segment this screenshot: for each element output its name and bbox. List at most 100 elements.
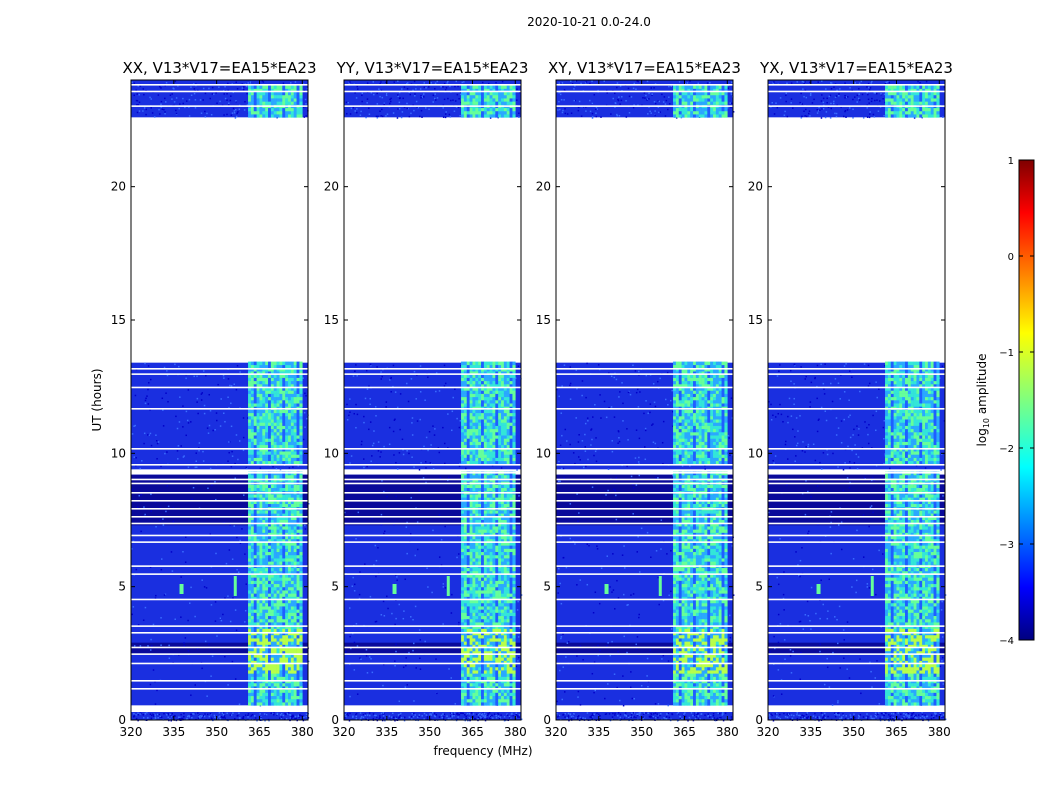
band-pixel (250, 460, 255, 465)
band-pixel (270, 554, 275, 559)
band-pixel (270, 609, 275, 613)
band-pixel (276, 516, 280, 521)
band-pixel (293, 384, 297, 388)
y-tick-label: 0 (118, 713, 126, 727)
noise-pixel (302, 377, 305, 379)
band-pixel (285, 484, 289, 489)
band-pixel (285, 577, 289, 581)
band-pixel (293, 558, 297, 562)
band-pixel (288, 551, 292, 556)
band-pixel (273, 88, 277, 93)
band-pixel (268, 583, 272, 588)
band-pixel (478, 641, 482, 645)
band-pixel (299, 387, 303, 391)
band-pixel (253, 558, 257, 562)
band-pixel (293, 371, 297, 375)
band-pixel (279, 416, 283, 420)
band-pixel (461, 558, 465, 562)
band-pixel (250, 660, 255, 665)
band-pixel (262, 609, 266, 613)
band-pixel (248, 393, 252, 398)
band-pixel (466, 625, 470, 629)
band-pixel (268, 519, 272, 524)
band-pixel (273, 551, 277, 556)
band-pixel (250, 387, 255, 391)
band-pixel (273, 647, 277, 652)
band-pixel (288, 101, 292, 105)
noise-pixel (364, 563, 366, 565)
noise-pixel (518, 495, 520, 497)
band-pixel (288, 561, 292, 565)
noise-pixel (444, 525, 446, 528)
band-pixel (279, 361, 283, 366)
noise-pixel (224, 97, 227, 100)
noise-pixel (166, 370, 168, 372)
noise-pixel (421, 116, 423, 118)
noise-pixel (219, 717, 221, 720)
band-pixel (469, 702, 473, 706)
band-pixel (478, 574, 482, 578)
noise-pixel (154, 500, 157, 503)
noise-pixel (232, 712, 234, 714)
band-pixel (279, 593, 283, 597)
band-pixel (268, 532, 272, 537)
band-pixel (248, 114, 252, 118)
band-pixel (483, 692, 488, 697)
band-pixel (268, 428, 272, 433)
noise-pixel (395, 643, 397, 646)
band-pixel (463, 516, 468, 521)
band-pixel (461, 487, 465, 492)
band-pixel (273, 657, 277, 661)
band-pixel (285, 85, 289, 89)
band-pixel (256, 673, 260, 677)
noise-pixel (516, 88, 518, 90)
band-pixel (481, 510, 485, 514)
band-pixel (483, 673, 488, 677)
band-pixel (256, 371, 260, 375)
band-pixel (288, 374, 292, 378)
band-pixel (262, 551, 266, 556)
band-pixel (276, 577, 280, 581)
band-pixel (472, 522, 476, 527)
noise-pixel (146, 395, 148, 397)
band-pixel (483, 516, 488, 521)
band-pixel (268, 451, 272, 455)
band-pixel (285, 529, 289, 533)
band-pixel (466, 596, 470, 601)
band-pixel (259, 387, 263, 391)
band-pixel (279, 657, 283, 661)
band-pixel (259, 451, 263, 455)
band-pixel (276, 380, 280, 385)
noise-pixel (172, 506, 175, 509)
band-pixel (250, 673, 255, 677)
band-pixel (486, 474, 490, 479)
noise-pixel (371, 671, 374, 674)
noise-pixel (234, 462, 236, 465)
band-pixel (475, 660, 479, 665)
band-pixel (478, 644, 482, 649)
band-pixel (270, 538, 275, 543)
band-pixel (293, 88, 297, 93)
band-pixel (276, 574, 280, 578)
band-pixel (270, 599, 275, 604)
band-pixel (469, 554, 473, 559)
noise-pixel (455, 713, 458, 715)
band-pixel (253, 638, 257, 642)
band-pixel (270, 647, 275, 652)
noise-pixel (212, 429, 214, 432)
noise-pixel (196, 375, 198, 378)
noise-pixel (394, 623, 396, 626)
band-pixel (475, 522, 479, 527)
band-pixel (296, 110, 300, 115)
noise-pixel (161, 108, 164, 110)
band-pixel (270, 101, 275, 105)
band-pixel (290, 676, 295, 681)
band-pixel (461, 666, 465, 671)
noise-pixel (218, 86, 220, 88)
band-pixel (463, 519, 468, 524)
band-pixel (253, 682, 257, 687)
band-pixel (481, 590, 485, 594)
band-pixel (290, 454, 295, 458)
band-pixel (276, 91, 280, 96)
band-pixel (262, 535, 266, 540)
